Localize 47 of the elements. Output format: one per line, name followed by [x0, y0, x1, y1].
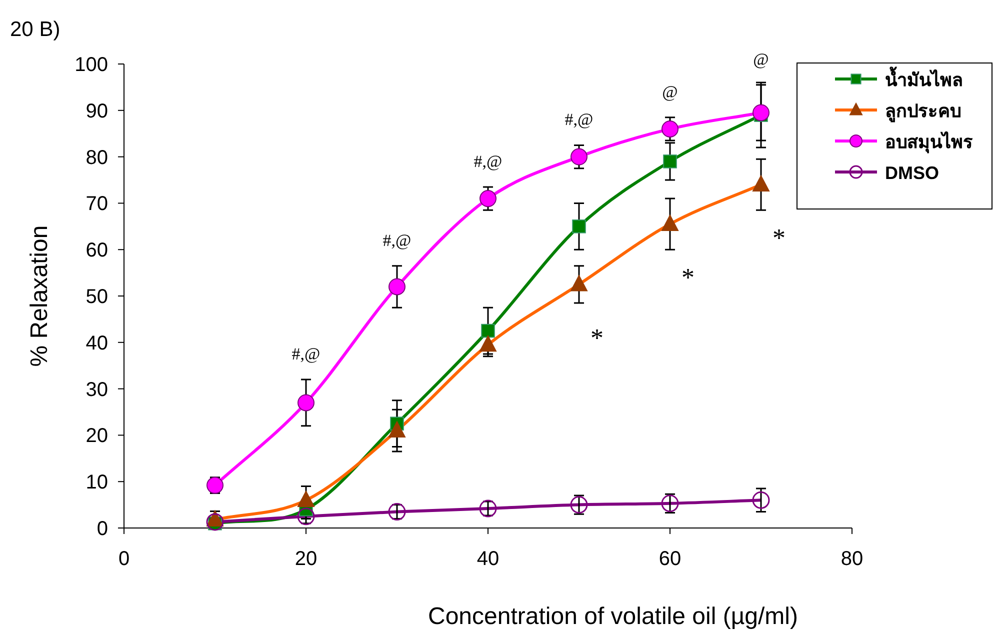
annotation: @: [662, 82, 678, 102]
annotation: @: [753, 50, 769, 69]
x-tick-label: 40: [476, 548, 500, 570]
y-tick-label: 10: [86, 472, 108, 494]
chart-title: 20 B): [10, 18, 60, 41]
y-tick-label: 20: [86, 425, 108, 448]
point: [480, 190, 496, 208]
y-tick-label: 0: [96, 518, 108, 540]
point: [297, 508, 315, 526]
legend-label: น้ำมันไพล: [885, 66, 963, 90]
legend-label: อบสมุนไพร: [885, 131, 973, 154]
legend-label: DMSO: [885, 163, 939, 183]
y-tick-label: 70: [86, 193, 108, 216]
x-axis-title: Concentration of volatile oil (µg/ml): [428, 603, 798, 630]
point: [663, 154, 677, 168]
y-axis-title: % Relaxation: [26, 225, 53, 367]
y-tick-label: 80: [86, 146, 108, 169]
annotation: *: [772, 224, 786, 253]
y-tick-label: 90: [86, 100, 108, 122]
point: [572, 220, 586, 234]
x-tick-label: 20: [294, 548, 318, 570]
annotation: #,@: [564, 110, 594, 130]
point: [661, 494, 679, 512]
point: [298, 394, 314, 412]
point: [206, 513, 224, 531]
y-tick-label: 30: [86, 378, 108, 401]
point: [752, 491, 770, 509]
x-tick-label: 80: [840, 548, 864, 570]
annotation: *: [682, 263, 694, 292]
annotation: #,@: [474, 152, 502, 171]
y-tick-label: 60: [86, 240, 108, 262]
x-tick-label: 0: [118, 548, 130, 570]
y-tick-label: 40: [86, 332, 108, 354]
x-tick-label: 60: [658, 548, 682, 570]
y-tick-label: 50: [86, 286, 108, 308]
point: [481, 324, 495, 338]
point: [570, 496, 588, 514]
point: [570, 148, 588, 166]
point: [662, 120, 678, 138]
point: [388, 278, 406, 296]
annotation: *: [590, 323, 604, 352]
legend-label: ลูกประคบ: [885, 101, 961, 123]
y-tick-label: 100: [74, 54, 108, 76]
annotation: #,@: [382, 230, 412, 250]
annotation: #,@: [292, 344, 320, 364]
point: [479, 500, 497, 518]
point: [388, 503, 406, 521]
